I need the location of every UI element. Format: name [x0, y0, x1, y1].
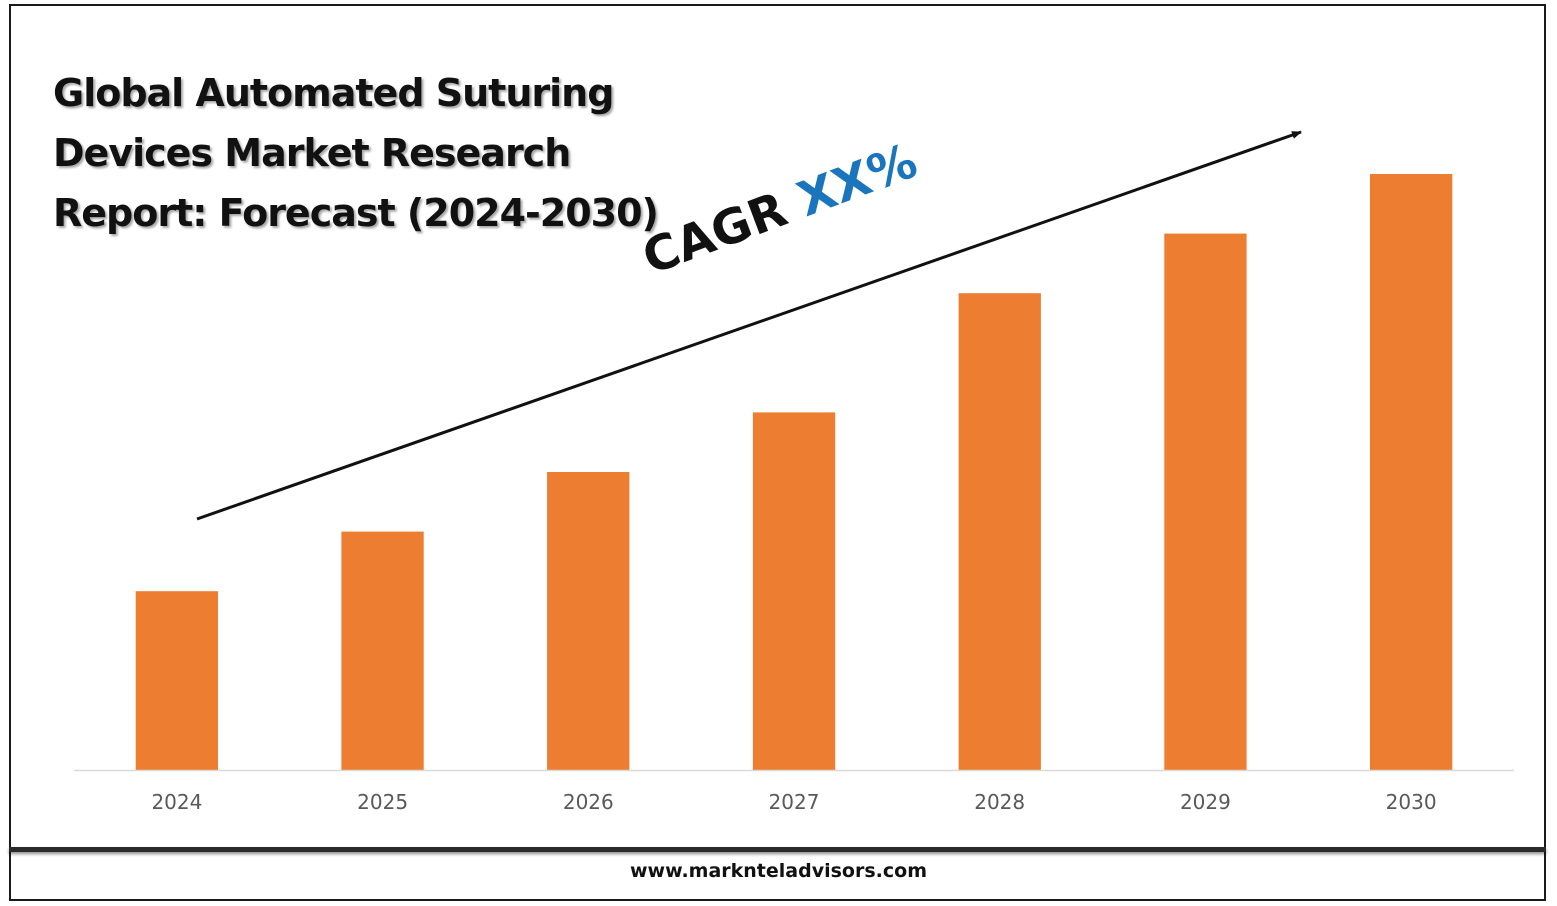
bar-2026: [547, 472, 630, 770]
bar-2029: [1164, 233, 1247, 771]
x-axis-tick-labels: 2024 2025 2026 2027 2028 2029 2030: [151, 790, 1436, 814]
bar-2028: [958, 293, 1041, 770]
chart-title: Global Automated Suturing Devices Market…: [53, 63, 753, 243]
bar-series: [135, 174, 1453, 771]
x-tick-label-2030: 2030: [1386, 790, 1437, 814]
title-line-1: Global Automated Suturing: [53, 71, 614, 115]
x-tick-label-2026: 2026: [563, 790, 614, 814]
bar-2027: [752, 412, 836, 770]
footer-divider: [9, 847, 1546, 852]
x-tick-label-2024: 2024: [151, 790, 202, 814]
title-line-3: Report: Forecast (2024-2030): [53, 191, 659, 235]
title-line-2: Devices Market Research: [53, 131, 571, 175]
bar-2024: [135, 591, 218, 770]
bar-2030: [1370, 174, 1453, 770]
x-tick-label-2027: 2027: [769, 790, 820, 814]
x-tick-label-2028: 2028: [974, 790, 1025, 814]
footer-url[interactable]: www.marknteladvisors.com: [630, 860, 927, 882]
x-tick-label-2025: 2025: [357, 790, 408, 814]
x-tick-label-2029: 2029: [1180, 790, 1231, 814]
cagr-trend-arrow: [196, 130, 1302, 521]
bar-2025: [341, 531, 424, 770]
